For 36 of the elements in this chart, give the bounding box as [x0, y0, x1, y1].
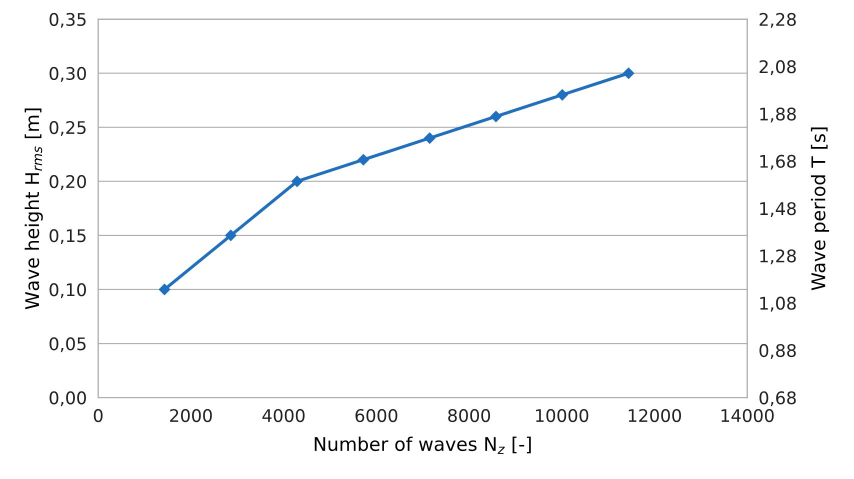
y-tick-label: 0,05	[50, 337, 86, 352]
x-tick-label: 8000	[448, 408, 490, 422]
y2-tick-label: 1,48	[760, 202, 796, 217]
y-tick-label: 0,10	[50, 283, 86, 298]
x-tick-label: 14000	[722, 408, 774, 422]
point	[291, 176, 303, 187]
x-tick-label: 0	[94, 408, 103, 422]
y-tick-label: 0,30	[50, 66, 86, 82]
y2-tick-label: 2,28	[760, 12, 796, 28]
x-tick-label: 4000	[262, 408, 305, 422]
y-tick-label: 0,20	[50, 175, 86, 190]
x-tick-label: 6000	[355, 408, 398, 422]
y2-tick-label: 0,88	[760, 344, 796, 359]
y2-tick-label: 1,08	[760, 296, 796, 312]
y-tick-label: 0,25	[50, 120, 86, 136]
point	[424, 132, 436, 144]
point	[358, 154, 369, 166]
x-tick-label: 10000	[536, 408, 588, 422]
x-axis-title: Number of waves N$_{z}$ [-]	[314, 436, 531, 454]
point	[158, 284, 170, 296]
y2-tick-label: 1,88	[760, 107, 796, 122]
y2-tick-label: 2,08	[760, 60, 796, 76]
y-axis-title: Wave height H$_{rms}$ [m]	[24, 108, 43, 310]
point	[556, 89, 568, 100]
point	[490, 110, 502, 122]
x-tick-label: 2000	[170, 408, 212, 422]
y-tick-label: 0,35	[50, 12, 86, 28]
point	[622, 68, 634, 79]
y2-tick-label: 0,68	[760, 391, 796, 406]
y-tick-label: 0,15	[50, 229, 86, 244]
y2-tick-label: 1,28	[760, 249, 796, 264]
point	[225, 230, 236, 241]
y2-tick-label: 1,68	[760, 154, 796, 170]
y-tick-label: 0,00	[50, 391, 86, 406]
y2-axis-title: Wave period T [s]	[810, 128, 830, 290]
x-tick-label: 12000	[628, 408, 681, 422]
